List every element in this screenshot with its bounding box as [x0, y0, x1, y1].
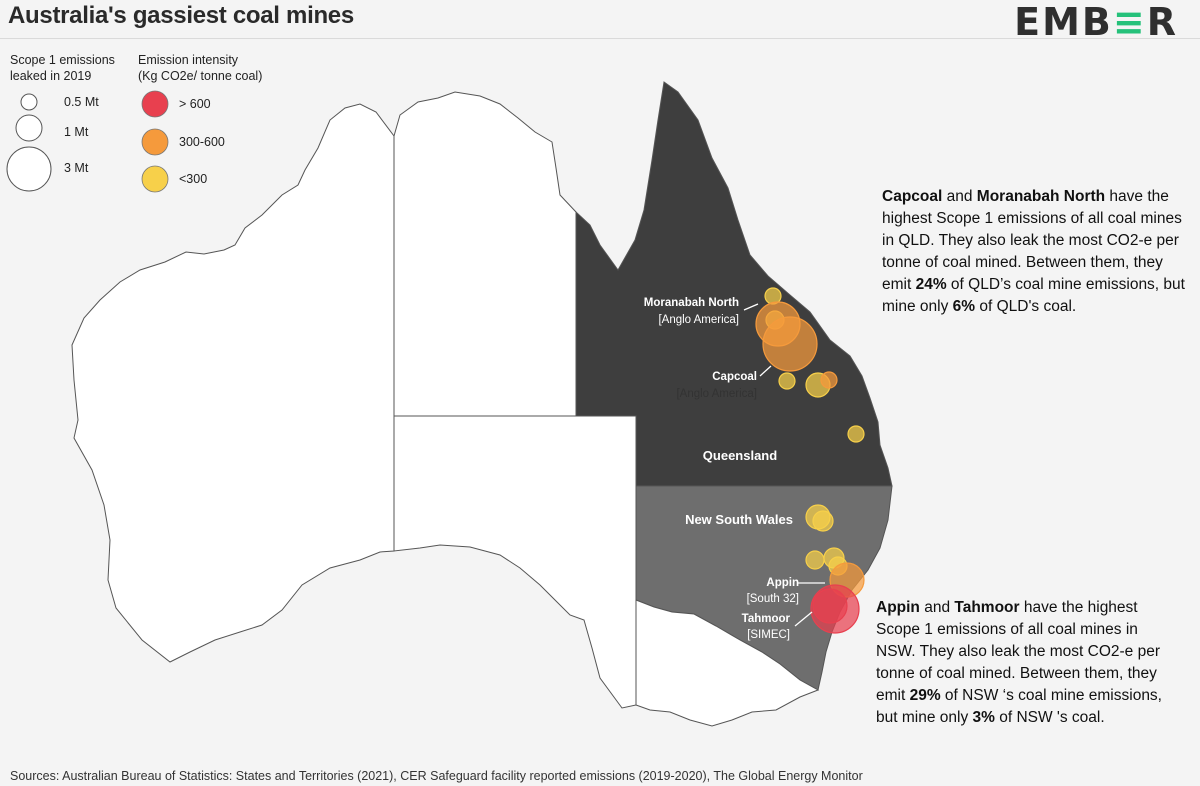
size-legend-title: Scope 1 emissions leaked in 2019: [10, 52, 115, 84]
state-south-australia: [393, 415, 637, 709]
logo-accent: ≡: [1112, 0, 1147, 44]
mine-bubble[interactable]: [805, 550, 825, 570]
mine-bubbles-qld: [755, 287, 865, 443]
source-footnote: Sources: Australian Bureau of Statistics…: [10, 769, 863, 783]
annotation-qld-text: and: [942, 188, 977, 205]
annotation-qld-mine2: Moranabah North: [976, 188, 1106, 205]
mine-bubble[interactable]: [812, 510, 834, 532]
size-legend-title-line1: Scope 1 emissions: [10, 53, 115, 67]
annotation-nsw-text: have the highest Scope 1 emissions of al…: [876, 599, 1160, 704]
mine-owner-appin: [South 32]: [747, 593, 799, 605]
size-legend-circle-medium: [15, 114, 43, 142]
color-legend-title-line1: Emission intensity: [138, 53, 239, 67]
mine-bubbles-nsw: [805, 504, 865, 634]
annotation-nsw-share-coal: 3%: [972, 709, 995, 726]
mine-owner-capcoal: [Anglo America]: [676, 388, 757, 400]
state-label-queensland: Queensland: [703, 448, 777, 463]
leader-lines: [743, 303, 825, 627]
annotation-nsw-text: of NSW 's coal.: [994, 709, 1105, 726]
state-western-australia: [71, 103, 395, 663]
annotation-nsw-mine2: Tahmoor: [954, 599, 1020, 616]
annotation-qld-mine1: Capcoal: [882, 188, 943, 205]
mine-bubble[interactable]: [778, 372, 796, 390]
mine-owner-moranabah-north: [Anglo America]: [658, 314, 739, 326]
chart-title: Australia's gassiest coal mines: [8, 2, 354, 29]
annotation-qld-share-emissions: 24%: [915, 276, 947, 293]
ember-logo: EMB≡R: [1014, 0, 1178, 44]
header-divider: [0, 38, 1200, 39]
annotation-qld-text: have the highest Scope 1 emissions of al…: [882, 188, 1182, 293]
mine-labels: Moranabah North [Anglo America] Capcoal …: [644, 297, 799, 641]
size-legend-label-medium: 1 Mt: [64, 125, 89, 139]
color-legend-swatch-mid: [141, 128, 169, 156]
size-legend-circle-small: [20, 93, 38, 111]
logo-text-prefix: EMB: [1014, 0, 1113, 44]
mine-label-capcoal: Capcoal: [712, 371, 757, 383]
mine-label-appin: Appin: [766, 577, 799, 589]
color-legend-title-line2: (Kg CO2e/ tonne coal): [138, 69, 263, 83]
mine-label-moranabah-north: Moranabah North: [644, 297, 739, 309]
size-legend-label-large: 3 Mt: [64, 161, 89, 175]
size-legend-label-small: 0.5 Mt: [64, 95, 99, 109]
color-legend-title: Emission intensity (Kg CO2e/ tonne coal): [138, 52, 262, 84]
state-northern-territory: [393, 91, 577, 417]
color-legend-label-mid: 300-600: [179, 135, 225, 149]
logo-text-suffix: R: [1146, 0, 1178, 44]
annotation-qld-text: of QLD's coal.: [975, 298, 1077, 315]
annotation-nsw-text: of NSW ‘s coal mine emissions, but mine …: [876, 687, 1162, 726]
mine-owner-tahmoor: [SIMEC]: [747, 629, 790, 641]
mine-bubble[interactable]: [820, 371, 838, 389]
state-label-nsw: New South Wales: [685, 512, 793, 527]
mine-bubble[interactable]: [847, 425, 865, 443]
size-legend-title-line2: leaked in 2019: [10, 69, 92, 83]
size-legend-circle-large: [6, 146, 52, 192]
color-legend-label-low: <300: [179, 172, 208, 186]
color-legend-swatch-high: [141, 90, 169, 118]
annotation-nsw-text: and: [919, 599, 955, 616]
annotation-qld-text: of QLD’s coal mine emissions, but mine o…: [882, 276, 1185, 315]
color-legend-label-high: > 600: [179, 97, 211, 111]
annotation-nsw-share-emissions: 29%: [909, 687, 941, 704]
mine-bubble[interactable]: [812, 588, 848, 624]
state-victoria: [635, 599, 820, 727]
annotation-qld-share-coal: 6%: [952, 298, 976, 315]
mine-bubble-capcoal[interactable]: [762, 316, 818, 372]
annotation-qld: Capcoal and Moranabah North have the hig…: [882, 186, 1187, 318]
annotation-nsw-mine1: Appin: [876, 599, 920, 616]
color-legend-swatch-low: [141, 165, 169, 193]
annotation-nsw: Appin and Tahmoor have the highest Scope…: [876, 597, 1176, 729]
mine-label-tahmoor: Tahmoor: [742, 613, 791, 625]
